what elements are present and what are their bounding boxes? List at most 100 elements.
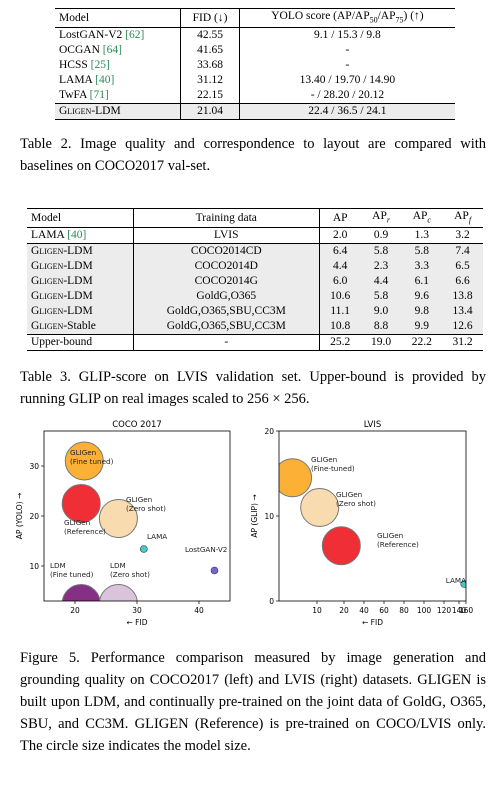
cell-apc: 5.8 [401,243,443,260]
cell-model: Gligen-LDM [27,289,134,305]
point-label: GLIGen [70,448,96,457]
cell-model: LostGAN-V2 [62] [55,27,182,44]
cell-apr: 2.3 [360,259,402,275]
table-3-caption: Table 3. GLIP-score on LVIS validation s… [20,369,486,407]
col-header: Model [27,208,134,228]
point-label: GLIGen [311,455,337,464]
x-tick-label: 20 [339,606,349,615]
table-3: Model Training data AP APr APc APf LAMA … [27,208,483,351]
cell-apf: 3.2 [455,229,470,242]
data-point [61,584,101,601]
cell-apc: 1.3 [414,229,429,242]
cell-model: OCGAN [64] [55,43,182,59]
x-tick-label: 160 [459,606,474,615]
x-tick-label: 20 [70,606,80,615]
cell-model: Gligen-LDM [27,259,134,275]
data-point [279,458,313,498]
data-point [64,441,104,481]
cell-apf: 31.2 [452,336,473,349]
col-header: YOLO score (AP/AP50/AP75) (↑) [271,10,424,25]
cell-training-data: COCO2014CD [133,243,320,260]
cell-model: TwFA [71] [55,88,182,104]
point-label: (Zero shot) [336,499,376,508]
data-point [140,545,148,553]
cell-apc: 3.3 [401,259,443,275]
cell-fid: 33.68 [180,58,240,74]
x-tick-label: 100 [417,606,432,615]
table-row: Gligen-LDM GoldG,O365,SBU,CC3M 11.1 9.0 9.8 1… [27,304,483,320]
table-row: Gligen-LDM COCO2014D 4.4 2.3 3.3 6.5 [27,259,483,275]
point-label: (Reference) [64,527,106,536]
cell-yolo: 22.4 / 36.5 / 24.1 [239,103,455,120]
table-2: Model FID (↓) YOLO score (AP/AP50/AP75) … [55,8,455,120]
cell-apc: 22.2 [411,336,432,349]
plot-area [61,441,219,601]
cell-training-data: LVIS [133,227,320,244]
cell-ap: 25.2 [330,336,351,349]
data-point [210,566,219,575]
cell-apr: 19.0 [370,336,392,349]
point-label: GLIGen [126,495,152,504]
coco-chart: GLIGen(Fine tuned)GLIGen(Reference)GLIGe… [15,420,231,627]
cell-apf: 13.4 [442,304,483,320]
point-label: LostGAN-V2 [185,545,227,554]
table-row: HCSS [25] 33.68 - [55,58,455,74]
cell-fid: 42.55 [180,27,240,44]
cell-model: Gligen-LDM [27,304,134,320]
cell-model: LAMA [40] [55,73,182,89]
cell-model: Upper-bound [27,334,134,351]
cell-yolo: - [345,59,350,72]
x-axis-label: ← FID [127,618,148,627]
point-label: (Fine-tuned) [311,464,355,473]
point-label: LDM [110,561,126,570]
data-point [99,584,138,601]
table-row: TwFA [71] 22.15 - / 28.20 / 20.12 [55,88,455,104]
cell-apr: 5.8 [360,289,402,305]
cell-model: Gligen-LDM [55,103,182,120]
col-header: APr [372,210,390,225]
cell-model: Gligen-LDM [27,243,134,260]
cell-apc: 9.9 [401,319,443,335]
y-tick-label: 0 [269,597,274,606]
cell-apf: 6.5 [442,259,483,275]
point-label: (Zero shot) [110,570,150,579]
cell-model: HCSS [25] [55,58,182,74]
y-tick-label: 20 [264,427,274,436]
table-header-row: Model FID (↓) YOLO score (AP/AP50/AP75) … [55,8,455,28]
point-label: LDM [50,561,66,570]
table-row: Gligen-LDM COCO2014G 6.0 4.4 6.1 6.6 [27,274,483,290]
point-label: LAMA [147,532,167,541]
cell-ap: 4.4 [319,259,361,275]
col-header: AP [332,211,348,224]
table-row: OCGAN [64] 41.65 - [55,43,455,59]
point-label: LAMA [446,576,466,585]
lvis-chart: GLIGen(Fine-tuned)GLIGen(Zero shot)GLIGe… [250,420,474,627]
cell-ap: 6.4 [319,243,361,260]
x-tick-label: 60 [379,606,389,615]
cell-training-data: GoldG,O365,SBU,CC3M [133,304,320,320]
cell-yolo: - / 28.20 / 20.12 [310,89,385,102]
col-header: Model [55,8,182,28]
cell-ap: 2.0 [332,229,348,242]
data-point [460,580,466,588]
point-label: (Fine tuned) [50,570,94,579]
cell-apr: 9.0 [360,304,402,320]
data-point [61,484,101,523]
cell-ap: 11.1 [319,304,361,320]
point-label: (Reference) [377,540,419,549]
cell-apc: 9.6 [401,289,443,305]
x-tick-label: 40 [359,606,369,615]
table-header-row: Model Training data AP APr APc APf [27,208,483,228]
plot-area [279,458,466,588]
point-label: GLIGen [64,518,90,527]
cell-training-data: GoldG,O365 [133,289,320,305]
col-header: APf [454,210,472,225]
point-label: (Fine tuned) [70,457,114,466]
cell-training-data: - [133,334,320,351]
y-axis-label: AP (YOLO) → [15,493,24,539]
data-point [98,499,138,538]
table-row: Upper-bound -25.2 19.0 22.2 31.2 [27,334,483,351]
cell-fid: 22.15 [180,88,240,104]
cell-ap: 10.8 [319,319,361,335]
y-tick-label: 30 [29,462,39,471]
